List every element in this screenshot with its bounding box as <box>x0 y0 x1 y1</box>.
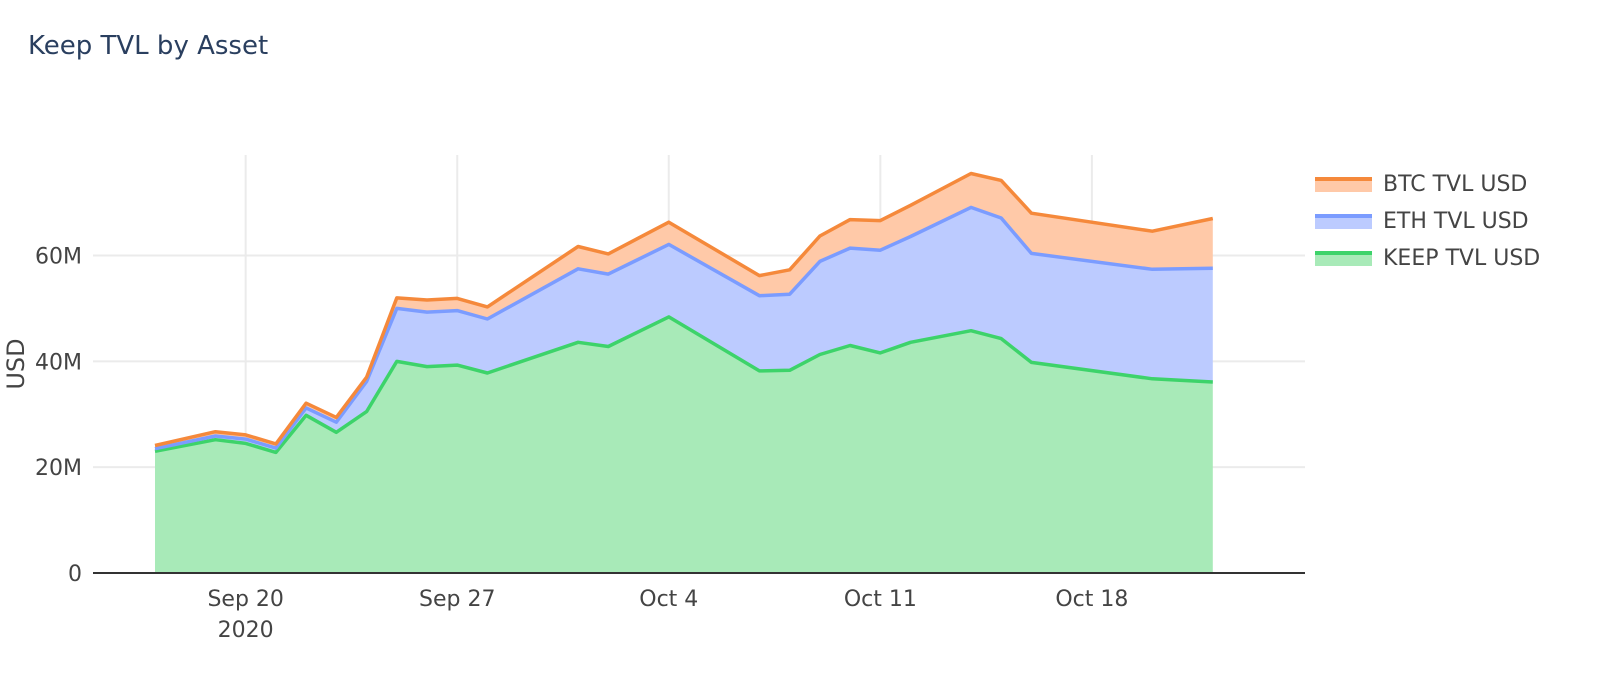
btc-tvl-usd-line <box>154 171 1214 448</box>
legend-swatch <box>1315 216 1372 229</box>
legend-item-keep-tvl-usd[interactable]: KEEP TVL USD <box>1315 246 1540 271</box>
legend-label: ETH TVL USD <box>1383 209 1529 234</box>
y-tick-label: 40M <box>35 350 82 375</box>
eth-tvl-usd-area <box>155 207 1213 453</box>
legend-label: KEEP TVL USD <box>1383 246 1540 271</box>
legend-swatch <box>1315 253 1372 266</box>
x-tick-label: Oct 11 <box>844 587 917 612</box>
y-tick-label: 20M <box>35 456 82 481</box>
stacked-areas <box>155 173 1213 573</box>
y-axis-label: USD <box>2 338 30 389</box>
y-tick-label: 0 <box>68 562 82 587</box>
legend-swatch <box>1315 179 1372 192</box>
x-axis-ticks: Sep 20 2020 Sep 27 Oct 4 Oct 11 Oct 18 <box>207 587 1128 643</box>
x-tick-label: Sep 20 <box>207 587 283 612</box>
chart-title: Keep TVL by Asset <box>28 31 268 61</box>
y-axis-ticks: 0 20M 40M 60M <box>35 245 82 587</box>
x-tick-label: Oct 4 <box>639 587 698 612</box>
eth-tvl-usd-line <box>154 205 1213 451</box>
x-tick-label: Oct 18 <box>1055 587 1128 612</box>
keep-tvl-usd-area <box>155 316 1213 573</box>
legend-label: BTC TVL USD <box>1383 172 1527 197</box>
legend-item-btc-tvl-usd[interactable]: BTC TVL USD <box>1315 172 1527 197</box>
x-tick-label: Sep 27 <box>419 587 495 612</box>
series-lines <box>154 171 1214 455</box>
keep-tvl-usd-line <box>154 315 1213 455</box>
legend[interactable]: BTC TVL USD ETH TVL USD KEEP TVL USD <box>1315 172 1540 271</box>
legend-item-eth-tvl-usd[interactable]: ETH TVL USD <box>1315 209 1529 234</box>
x-tick-year-label: 2020 <box>218 618 274 643</box>
y-tick-label: 60M <box>35 245 82 270</box>
